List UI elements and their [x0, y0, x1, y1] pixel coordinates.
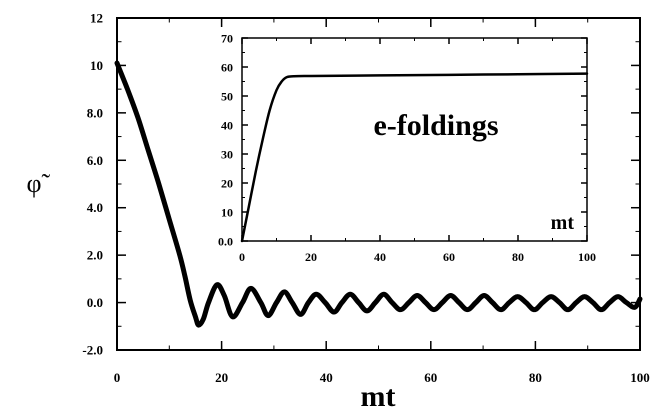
inset-y-tick-label: 70 — [221, 32, 233, 46]
inset-x-tick-label: 60 — [443, 250, 455, 264]
main-y-tick-label: 12 — [90, 11, 103, 26]
inset-y-tick-label: 0.0 — [218, 235, 233, 249]
main-y-tick-label: 10 — [90, 58, 103, 73]
main-y-tick-label: -2.0 — [82, 343, 103, 358]
inset-x-tick-label: 100 — [578, 250, 596, 264]
main-y-axis-label: φ̃ — [26, 169, 50, 198]
inset-annotation-e-foldings: e-foldings — [373, 109, 498, 142]
main-series-line-0 — [114, 60, 643, 328]
inset-x-axis-label: mt — [551, 212, 575, 234]
inset-x-tick-label: 0 — [239, 250, 245, 264]
main-series — [114, 60, 643, 328]
inset-series-line-0 — [240, 72, 589, 243]
inset-y-tick-label: 20 — [221, 177, 233, 191]
main-x-tick-label: 80 — [529, 370, 542, 385]
inset-x-tick-label: 80 — [512, 250, 524, 264]
inset-y-tick-label: 50 — [221, 90, 233, 104]
main-x-tick-label: 20 — [215, 370, 228, 385]
inset-axes: 0 20 40 60 80 100 0.0 10 20 30 40 50 60 70 — [218, 32, 596, 265]
inset-background — [242, 38, 587, 241]
inset-y-tick-label: 10 — [221, 206, 233, 220]
main-x-axis-label: mt — [361, 380, 396, 412]
main-y-tick-label: 2.0 — [87, 248, 103, 263]
main-y-tick-label: 8.0 — [87, 105, 103, 120]
inset-y-tick-label: 40 — [221, 119, 233, 133]
main-y-tick-label: 4.0 — [87, 200, 103, 215]
main-x-tick-label: 40 — [320, 370, 333, 385]
inset-y-tick-label: 60 — [221, 61, 233, 75]
main-x-tick-label: 60 — [424, 370, 437, 385]
inset-x-tick-label: 20 — [305, 250, 317, 264]
main-y-tick-label: 6.0 — [87, 153, 103, 168]
inset-y-tick-label: 30 — [221, 148, 233, 162]
main-x-tick-label: 100 — [630, 370, 650, 385]
main-x-tick-label: 0 — [114, 370, 121, 385]
inset-x-tick-label: 40 — [374, 250, 386, 264]
main-y-tick-label: 0.0 — [87, 295, 103, 310]
inset-series — [240, 72, 589, 243]
